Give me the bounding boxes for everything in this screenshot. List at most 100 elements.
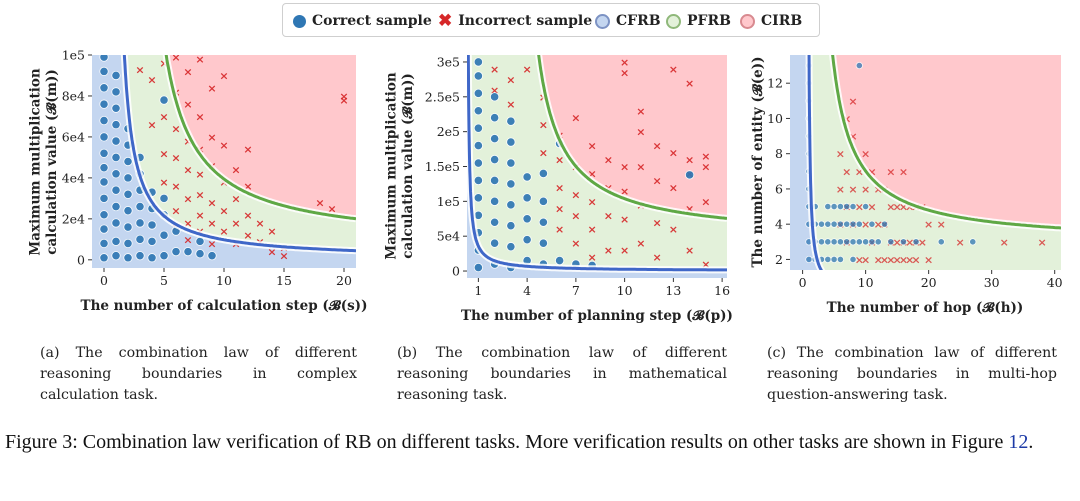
incorrect-point-0-18: × bbox=[183, 192, 192, 205]
correct-point-0-9 bbox=[99, 115, 109, 126]
correct-point-2-25 bbox=[830, 220, 838, 228]
correct-point-1-9 bbox=[473, 106, 483, 116]
correct-point-1-21 bbox=[490, 92, 500, 102]
correct-point-2-49 bbox=[912, 238, 920, 246]
incorrect-point-1-15: × bbox=[571, 188, 580, 201]
incorrect-point-0-29: × bbox=[207, 131, 216, 144]
correct-point-2-17 bbox=[817, 238, 826, 246]
incorrect-point-0-55: × bbox=[339, 90, 348, 103]
caption-c: (c) The combination law of different rea… bbox=[767, 345, 1057, 403]
incorrect-point-0-33: × bbox=[207, 237, 216, 250]
incorrect-point-2-45: × bbox=[918, 236, 927, 249]
correct-point-0-26 bbox=[123, 253, 133, 263]
correct-point-0-29 bbox=[123, 206, 133, 216]
correct-point-2-45 bbox=[874, 238, 882, 246]
incorrect-point-1-30: × bbox=[620, 185, 629, 198]
incorrect-point-0-2: × bbox=[147, 119, 156, 132]
correct-point-1-38 bbox=[538, 196, 548, 206]
incorrect-point-1-3: × bbox=[506, 73, 515, 86]
incorrect-point-0-50: × bbox=[267, 246, 276, 259]
incorrect-point-1-46: × bbox=[685, 77, 694, 90]
y-tick-label-2-5: 12 bbox=[767, 76, 783, 91]
legend-label-pfrb: PFRB bbox=[687, 13, 731, 29]
incorrect-point-1-51: × bbox=[701, 150, 710, 163]
legend-item-cirb: CIRB bbox=[740, 4, 802, 38]
y-tick-label-1-4: 2e5 bbox=[437, 124, 460, 139]
x-tick-label-1-4: 13 bbox=[665, 283, 681, 298]
incorrect-point-2-28: × bbox=[886, 201, 895, 214]
incorrect-point-1-28: × bbox=[620, 66, 629, 79]
correct-point-1-12 bbox=[473, 57, 483, 67]
cfrb-region-marker-icon bbox=[595, 13, 610, 29]
legend-item-incorrect: ✖ Incorrect sample bbox=[438, 4, 592, 38]
correct-point-1-14 bbox=[490, 238, 500, 248]
incorrect-point-0-43: × bbox=[243, 143, 252, 156]
x-axis-label-2: The number of hop (𝓑(h)) bbox=[827, 300, 1024, 316]
legend-label-cirb: CIRB bbox=[761, 13, 803, 29]
correct-point-0-47 bbox=[159, 251, 169, 261]
incorrect-point-1-17: × bbox=[571, 237, 580, 250]
correct-point-1-31 bbox=[522, 235, 532, 245]
incorrect-point-1-21: × bbox=[588, 223, 597, 236]
y-axis-label-2: The number of entity (𝓑(e)) bbox=[750, 56, 766, 267]
correct-point-0-18 bbox=[111, 185, 121, 195]
cfrb-boundary-line-2 bbox=[807, 55, 823, 270]
incorrect-point-0-34: × bbox=[219, 69, 228, 82]
x-tick-label-1-1: 4 bbox=[523, 283, 531, 298]
incorrect-point-1-9: × bbox=[555, 154, 564, 167]
correct-point-2-0 bbox=[805, 255, 813, 264]
correct-point-0-15 bbox=[111, 236, 121, 246]
caption-b: (b) The combination law of different rea… bbox=[397, 345, 727, 403]
incorrect-point-0-37: × bbox=[219, 205, 228, 218]
y-tick-label-1-2: 1e5 bbox=[437, 194, 460, 209]
incorrect-point-2-21: × bbox=[874, 183, 883, 196]
correct-point-0-48 bbox=[159, 230, 169, 240]
incorrect-point-1-1: × bbox=[490, 63, 499, 76]
correct-point-0-3 bbox=[99, 210, 109, 220]
x-tick-label-0-4: 20 bbox=[336, 273, 352, 288]
incorrect-point-1-49: × bbox=[685, 202, 694, 215]
correct-point-0-25 bbox=[111, 70, 121, 81]
correct-point-0-6 bbox=[99, 163, 109, 173]
pfrb-boundary-line-1 bbox=[537, 55, 727, 220]
incorrect-point-0-28: × bbox=[207, 82, 216, 95]
correct-point-1-29 bbox=[506, 116, 516, 126]
incorrect-point-1-22: × bbox=[588, 251, 597, 264]
correct-point-2-31 bbox=[843, 238, 851, 246]
correct-point-1-34 bbox=[522, 172, 532, 182]
incorrect-point-2-13: × bbox=[855, 253, 864, 266]
correct-point-2-38 bbox=[855, 238, 863, 246]
incorrect-point-0-22: × bbox=[195, 110, 204, 123]
incorrect-point-1-2: × bbox=[506, 98, 515, 111]
figure-reference-link[interactable]: 12 bbox=[1008, 431, 1029, 453]
x-tick-label-1-0: 1 bbox=[474, 283, 482, 298]
incorrect-point-0-56: × bbox=[339, 94, 348, 107]
incorrect-point-1-12: × bbox=[555, 223, 564, 236]
correct-point-2-47 bbox=[887, 238, 895, 246]
correct-point-1-32 bbox=[522, 214, 532, 224]
legend-item-cfrb: CFRB bbox=[595, 4, 661, 38]
incorrect-point-2-31: × bbox=[893, 201, 902, 214]
correct-point-2-29 bbox=[836, 220, 845, 228]
correct-point-2-39 bbox=[855, 220, 863, 228]
x-axis-label-1: The number of planning step (𝓑(p)) bbox=[461, 308, 733, 324]
incorrect-point-1-40: × bbox=[653, 216, 662, 229]
x-tick-label-2-1: 10 bbox=[858, 275, 874, 290]
incorrect-point-2-40: × bbox=[905, 253, 914, 266]
y-tick-label-2-3: 8 bbox=[775, 146, 783, 161]
cfrb-boundary-line-0 bbox=[122, 55, 356, 253]
incorrect-point-1-31: × bbox=[620, 213, 629, 226]
correct-point-1-19 bbox=[490, 134, 500, 144]
incorrect-point-1-50: × bbox=[685, 244, 694, 257]
correct-point-1-25 bbox=[506, 200, 516, 210]
incorrect-point-0-1: × bbox=[147, 74, 156, 87]
incorrect-point-2-39: × bbox=[905, 236, 914, 249]
incorrect-point-0-3: × bbox=[159, 57, 168, 70]
correct-point-1-20 bbox=[490, 113, 500, 123]
incorrect-point-0-19: × bbox=[183, 217, 192, 230]
correct-point-2-40 bbox=[855, 61, 863, 70]
correct-point-0-7 bbox=[99, 148, 109, 158]
incorrect-point-0-5: × bbox=[159, 147, 168, 160]
correct-point-0-30 bbox=[123, 189, 133, 199]
correct-point-2-51 bbox=[969, 238, 977, 246]
